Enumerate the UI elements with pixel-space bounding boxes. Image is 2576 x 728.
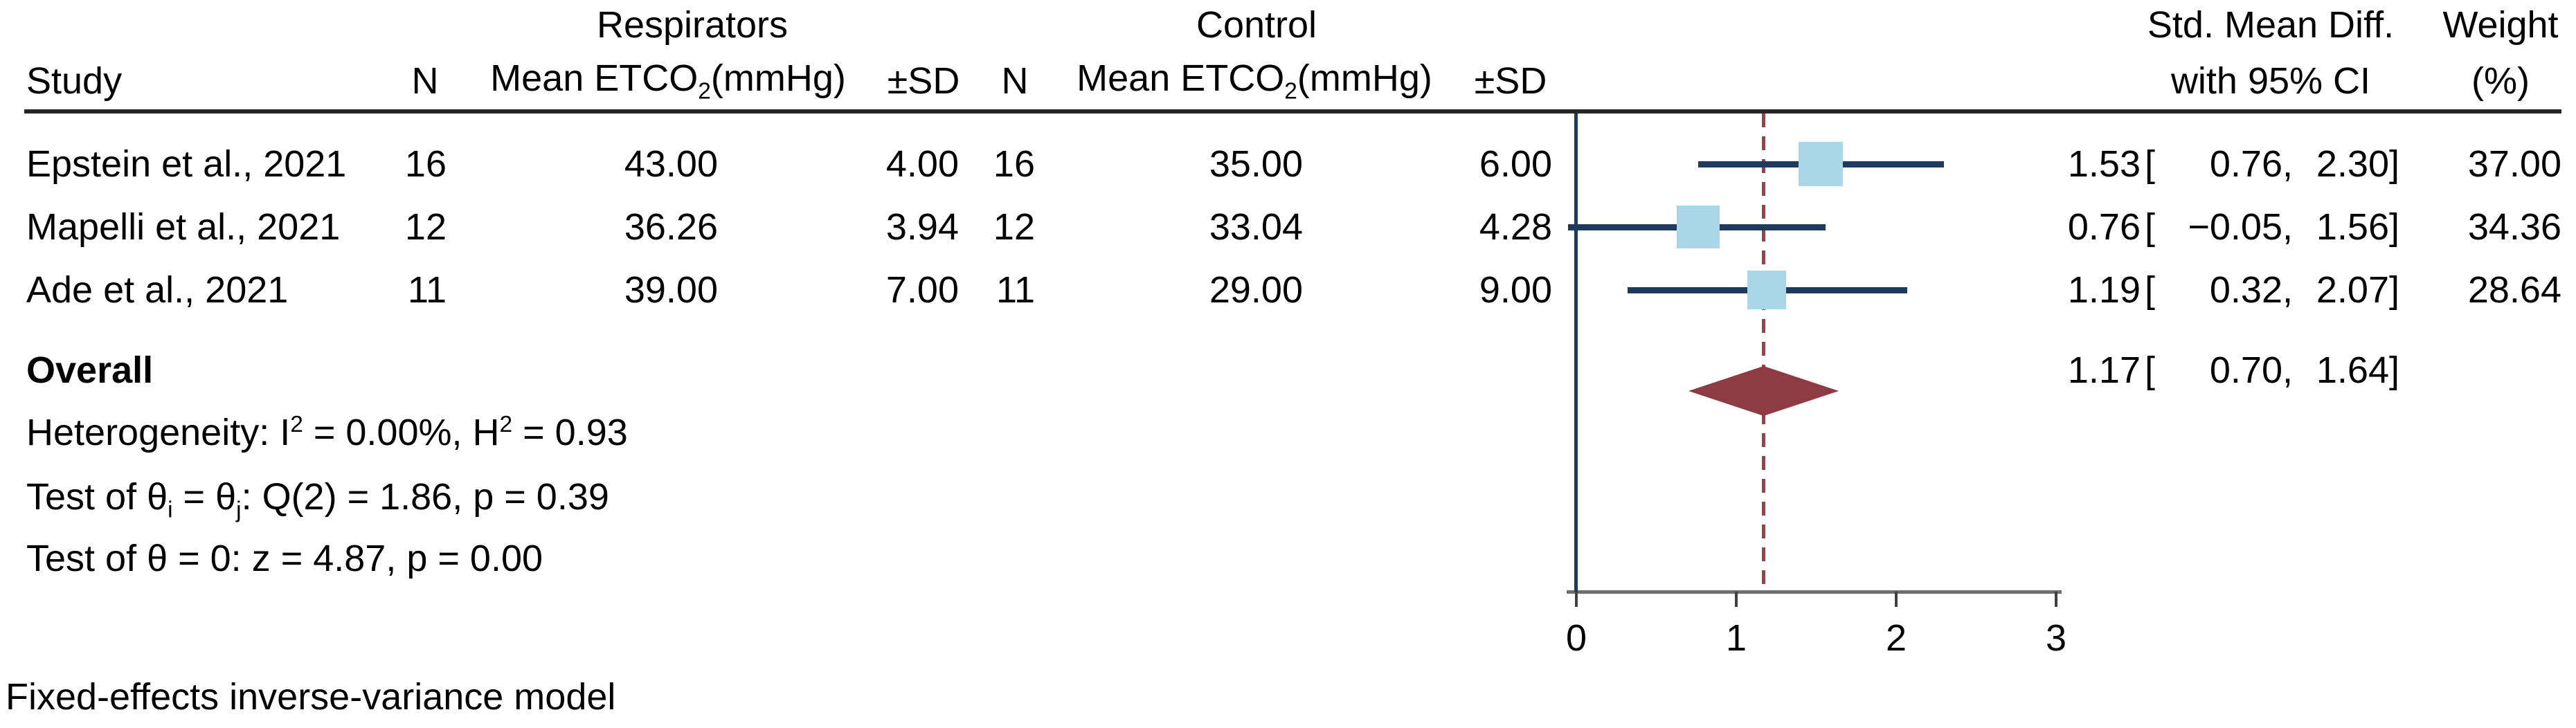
column-header-mean-respirators: Mean ETCO2(mmHg) — [490, 57, 846, 104]
respirators-n-cell: 11 — [407, 269, 447, 311]
group-header-respirators: Respirators — [596, 3, 789, 46]
x-axis-tick-label: 3 — [2045, 617, 2067, 659]
column-header-mean-control: Mean ETCO2(mmHg) — [1077, 57, 1432, 104]
effect-estimate-marker — [1799, 142, 1843, 186]
control-mean-cell: 35.00 — [1209, 143, 1303, 185]
control-n-cell: 16 — [993, 143, 1035, 185]
column-header-study: Study — [26, 60, 123, 102]
column-header-weight-line2: (%) — [2471, 60, 2530, 102]
weight-cell: 28.64 — [2467, 269, 2561, 311]
smd-estimate-cell: 0.76 — [2067, 206, 2141, 248]
respirators-mean-cell: 39.00 — [624, 269, 718, 311]
overall-diamond — [1688, 366, 1839, 416]
study-label: Mapelli et al., 2021 — [26, 206, 341, 248]
x-axis-tick — [1735, 592, 1738, 607]
respirators-mean-cell: 43.00 — [624, 143, 718, 185]
respirators-sd-cell: 7.00 — [885, 269, 959, 311]
smd-estimate-cell: 1.19 — [2067, 269, 2141, 311]
ci-lower-cell: 0.76, — [2209, 143, 2293, 185]
column-header-sd-control: ±SD — [1474, 60, 1547, 102]
null-effect-line — [1574, 113, 1578, 592]
study-label: Epstein et al., 2021 — [26, 143, 347, 185]
control-sd-cell: 6.00 — [1479, 143, 1552, 185]
respirators-sd-cell: 4.00 — [885, 143, 959, 185]
group-header-control: Control — [1196, 3, 1317, 46]
control-sd-cell: 9.00 — [1479, 269, 1552, 311]
model-footnote: Fixed-effects inverse-variance model — [6, 675, 616, 718]
x-axis-tick-label: 1 — [1725, 617, 1747, 659]
control-sd-cell: 4.28 — [1479, 206, 1552, 248]
x-axis-tick — [1895, 592, 1898, 607]
ci-open-bracket: [ — [2145, 143, 2156, 185]
test-pairwise-stats: Test of θi = θj: Q(2) = 1.86, p = 0.39 — [26, 475, 609, 523]
test-zero-stats: Test of θ = 0: z = 4.87, p = 0.00 — [26, 537, 543, 579]
ci-upper-cell: 1.56] — [2316, 206, 2399, 248]
column-header-sd-respirators: ±SD — [887, 60, 960, 102]
ci-upper-cell: 2.30] — [2316, 143, 2399, 185]
control-mean-cell: 33.04 — [1209, 206, 1303, 248]
column-header-weight-line1: Weight — [2442, 3, 2559, 46]
ci-open-bracket: [ — [2145, 206, 2156, 248]
ci-upper-cell: 2.07] — [2316, 269, 2399, 311]
control-n-cell: 11 — [996, 269, 1035, 311]
ci-lower-cell: 0.70, — [2209, 349, 2293, 391]
ci-lower-cell: 0.32, — [2209, 269, 2293, 311]
column-header-n-control: N — [1001, 60, 1029, 102]
respirators-n-cell: 12 — [404, 206, 447, 248]
overall-estimate-dashed-line — [1762, 113, 1765, 592]
x-axis-line — [1567, 590, 2062, 594]
column-header-effect-line1: Std. Mean Diff. — [2147, 3, 2395, 46]
weight-cell: 37.00 — [2467, 143, 2561, 185]
study-label: Ade et al., 2021 — [26, 269, 289, 311]
control-mean-cell: 29.00 — [1209, 269, 1303, 311]
smd-estimate-cell: 1.17 — [2067, 349, 2141, 391]
ci-open-bracket: [ — [2145, 349, 2156, 391]
control-n-cell: 12 — [993, 206, 1035, 248]
respirators-n-cell: 16 — [404, 143, 447, 185]
x-axis-tick-label: 0 — [1565, 617, 1587, 659]
weight-cell: 34.36 — [2467, 206, 2561, 248]
column-header-effect-line2: with 95% CI — [2170, 60, 2371, 102]
x-axis-tick — [2055, 592, 2057, 607]
respirators-sd-cell: 3.94 — [885, 206, 959, 248]
x-axis-tick — [1575, 592, 1578, 607]
column-header-n-respirators: N — [411, 60, 439, 102]
respirators-mean-cell: 36.26 — [624, 206, 718, 248]
smd-estimate-cell: 1.53 — [2067, 143, 2141, 185]
effect-estimate-marker — [1677, 206, 1720, 248]
ci-open-bracket: [ — [2145, 269, 2156, 311]
x-axis-tick-label: 2 — [1885, 617, 1907, 659]
effect-estimate-marker — [1747, 271, 1786, 309]
overall-label: Overall — [26, 349, 154, 391]
ci-upper-cell: 1.64] — [2316, 349, 2399, 391]
ci-lower-cell: −0.05, — [2188, 206, 2293, 248]
heterogeneity-stats: Heterogeneity: I2 = 0.00%, H2 = 0.93 — [26, 411, 628, 453]
header-rule — [24, 109, 2561, 113]
